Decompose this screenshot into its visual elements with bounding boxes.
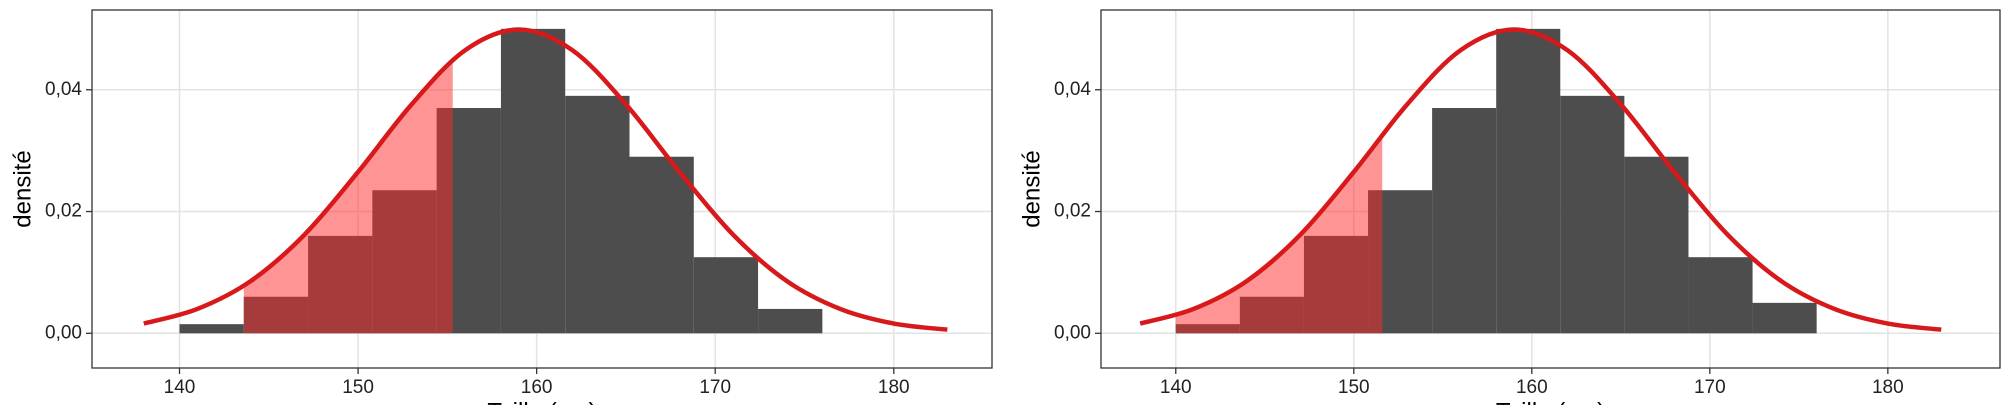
x-tick-label: 150 — [1338, 377, 1370, 398]
x-tick-label: 140 — [164, 377, 196, 398]
bar — [1560, 95, 1625, 334]
y-axis-title: densité — [1018, 150, 1045, 227]
plot-border — [1100, 9, 2001, 369]
x-tick-label: 150 — [342, 377, 374, 398]
x-axis-title: Taille (cm) — [487, 398, 596, 405]
x-tick-label: 140 — [1160, 377, 1192, 398]
y-tick-label: 0,00 — [1054, 322, 1091, 343]
bar — [758, 308, 823, 334]
x-axis-title: Taille (cm) — [1496, 398, 1605, 405]
panel: 0,00 0,02 0,04 140 150 160 170 180 Taille (cm) de… — [9, 9, 993, 405]
y-tick-label: 0,02 — [1054, 201, 1091, 222]
bar — [500, 28, 566, 334]
panel: 0,00 0,02 0,04 140 150 160 170 180 Taille (cm) de… — [1018, 9, 2001, 405]
bar — [1432, 108, 1497, 334]
x-tick-label: 170 — [699, 377, 731, 398]
bar — [1688, 257, 1753, 334]
y-tick-label: 0,02 — [45, 201, 82, 222]
shaded-area — [243, 62, 453, 334]
y-tick-label: 0,00 — [45, 322, 82, 343]
shaded-area — [1175, 135, 1383, 334]
y-axis-title: densité — [9, 150, 36, 227]
x-tick-label: 180 — [1872, 377, 1904, 398]
bar — [629, 156, 694, 334]
density-curve — [143, 27, 948, 332]
x-tick-label: 160 — [1516, 377, 1548, 398]
bar — [1496, 28, 1561, 334]
x-tick-label: 180 — [878, 377, 910, 398]
bar — [179, 324, 244, 334]
bar — [693, 257, 759, 334]
y-tick-label: 0,04 — [45, 79, 82, 100]
x-tick-label: 170 — [1694, 377, 1726, 398]
bar — [1752, 302, 1817, 334]
bar — [1624, 156, 1689, 334]
plot-border — [91, 9, 993, 369]
density-curve — [1139, 27, 1942, 332]
y-tick-label: 0,04 — [1054, 79, 1091, 100]
bar — [565, 95, 630, 334]
x-tick-label: 160 — [521, 377, 553, 398]
